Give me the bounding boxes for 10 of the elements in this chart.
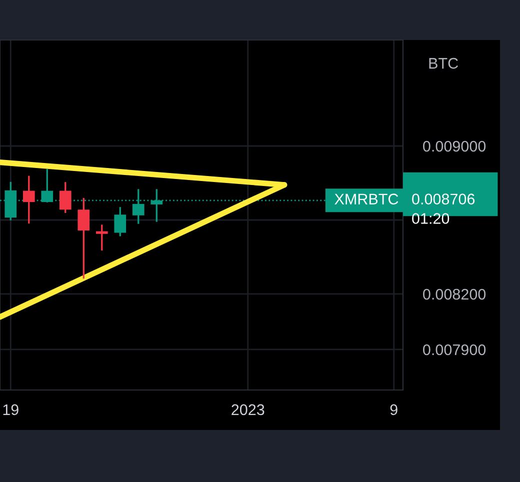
x-tick-label: 2023: [232, 404, 264, 416]
x-tick-label: 19: [3, 404, 18, 416]
y-axis-title: BTC: [429, 58, 458, 69]
ref-line-label: XMRBTC: [334, 194, 398, 204]
text: 0.008706: [412, 194, 475, 204]
text: 01:20: [412, 213, 450, 224]
y-tick-label: 0.007900: [423, 344, 486, 356]
x-tick-label: 9: [390, 404, 398, 416]
y-tick-label: 0.009000: [423, 140, 486, 152]
y-tick-label: 0.008200: [423, 288, 486, 300]
